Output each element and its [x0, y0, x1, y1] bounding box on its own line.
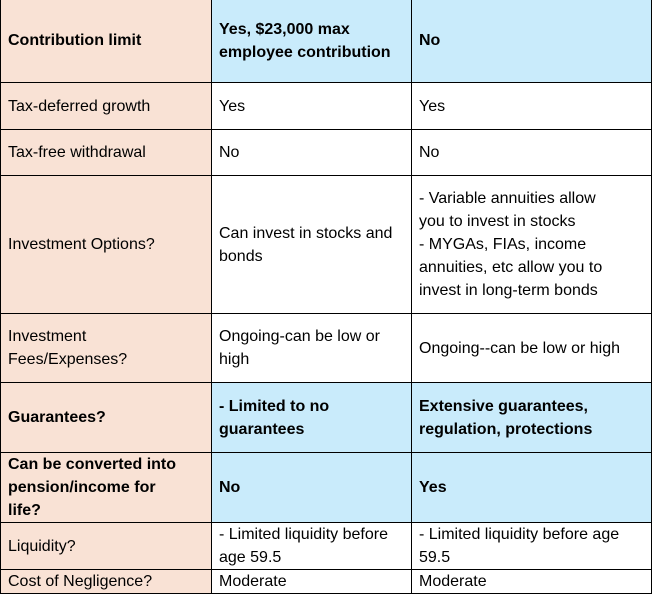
row-label: Guarantees? [0, 382, 212, 453]
table-row-tax-free-withdrawal: Tax-free withdrawal No No [0, 129, 652, 176]
cell-col-a: Ongoing-can be low or high [211, 313, 412, 383]
cell-col-a: Moderate [211, 569, 412, 594]
table-row-investment-options: Investment Options? Can invest in stocks… [0, 175, 652, 314]
row-label: Tax-free withdrawal [0, 129, 212, 176]
table-row-tax-deferred-growth: Tax-deferred growth Yes Yes [0, 82, 652, 130]
cell-col-b: - Variable annuities allow you to invest… [411, 175, 652, 314]
cell-col-b: No [411, 0, 652, 83]
cell-col-a: Yes [211, 82, 412, 130]
table-row-investment-fees: Investment Fees/Expenses? Ongoing-can be… [0, 313, 652, 383]
table-row-liquidity: Liquidity? - Limited liquidity before ag… [0, 522, 652, 570]
cell-col-a: No [211, 452, 412, 523]
cell-col-b: Yes [411, 82, 652, 130]
cell-col-b: Moderate [411, 569, 652, 594]
table-row-cost-of-negligence: Cost of Negligence? Moderate Moderate [0, 569, 652, 594]
table-row-contribution-limit: Contribution limit Yes, $23,000 max empl… [0, 0, 652, 83]
cell-col-b: Yes [411, 452, 652, 523]
table-row-pension-conversion: Can be converted into pension/income for… [0, 452, 652, 523]
table-row-guarantees: Guarantees? - Limited to no guarantees E… [0, 382, 652, 453]
cell-col-a: - Limited liquidity before age 59.5 [211, 522, 412, 570]
row-label: Investment Fees/Expenses? [0, 313, 212, 383]
cell-col-a: Yes, $23,000 max employee contribution [211, 0, 412, 83]
row-label: Liquidity? [0, 522, 212, 570]
row-label: Can be converted into pension/income for… [0, 452, 212, 523]
cell-col-b: Extensive guarantees, regulation, protec… [411, 382, 652, 453]
row-label: Tax-deferred growth [0, 82, 212, 130]
row-label: Cost of Negligence? [0, 569, 212, 594]
cell-col-b: No [411, 129, 652, 176]
cell-col-a: Can invest in stocks and bonds [211, 175, 412, 314]
cell-col-a: No [211, 129, 412, 176]
row-label: Investment Options? [0, 175, 212, 314]
cell-col-b: Ongoing--can be low or high [411, 313, 652, 383]
row-label: Contribution limit [0, 0, 212, 83]
cell-col-a: - Limited to no guarantees [211, 382, 412, 453]
cell-col-b: - Limited liquidity before age 59.5 [411, 522, 652, 570]
